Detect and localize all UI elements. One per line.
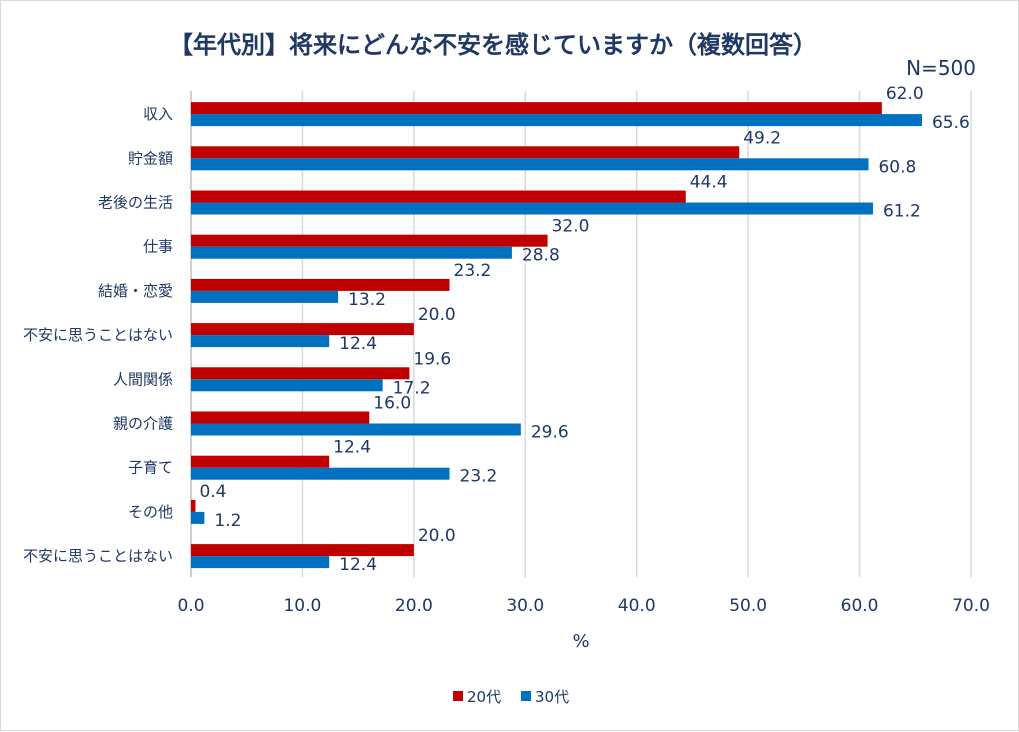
category-label: 不安に思うことはない (23, 326, 173, 344)
data-label: 60.8 (878, 157, 916, 177)
bar-30代 (191, 335, 330, 348)
chart-title: 【年代別】将来にどんな不安を感じていますか（複数回答） (169, 31, 817, 59)
category-label: 仕事 (143, 238, 173, 256)
data-label: 20.0 (418, 526, 456, 546)
bar-30代 (191, 290, 339, 303)
category-label: その他 (128, 503, 173, 521)
bar-20代 (191, 278, 450, 291)
data-label: 32.0 (552, 217, 590, 237)
bar-30代 (191, 158, 869, 171)
x-tick-label: 20.0 (395, 596, 433, 616)
data-label: 16.0 (373, 394, 411, 414)
data-label: 44.4 (690, 173, 728, 193)
data-label: 17.2 (393, 378, 431, 398)
bar-20代 (191, 146, 740, 159)
data-label: 28.8 (522, 246, 560, 266)
data-label: 19.6 (413, 349, 451, 369)
data-label: 1.2 (214, 511, 241, 531)
category-label: 貯金額 (128, 149, 173, 167)
data-label: 62.0 (886, 84, 924, 104)
legend-swatch (453, 691, 463, 701)
x-tick-label: 60.0 (841, 596, 879, 616)
data-label: 65.6 (932, 113, 970, 133)
data-label: 0.4 (199, 482, 226, 502)
x-tick-label: 40.0 (618, 596, 656, 616)
bar-20代 (191, 455, 330, 468)
bar-20代 (191, 102, 882, 115)
data-label: 12.4 (339, 555, 377, 575)
category-label: 老後の生活 (98, 194, 173, 212)
bar-30代 (191, 511, 205, 524)
data-label: 12.4 (333, 438, 371, 458)
category-label: 人間関係 (113, 370, 173, 388)
category-label: 親の介護 (113, 415, 173, 433)
legend: 20代 30代 (453, 688, 569, 706)
data-label: 49.2 (743, 128, 781, 148)
data-label: 20.0 (418, 305, 456, 325)
bar-30代 (191, 202, 873, 215)
category-label: 子育て (128, 459, 173, 477)
bar-20代 (191, 411, 370, 424)
bar-20代 (191, 234, 548, 247)
x-tick-label: 10.0 (283, 596, 321, 616)
category-label: 結婚・恋愛 (98, 282, 173, 300)
category-label: 収入 (143, 105, 173, 123)
category-label: 不安に思うことはない (23, 547, 173, 565)
bar-30代 (191, 423, 521, 436)
x-tick-label: 30.0 (506, 596, 544, 616)
bar-30代 (191, 379, 383, 392)
legend-swatch (521, 691, 531, 701)
x-tick-label: 50.0 (729, 596, 767, 616)
legend-label: 30代 (535, 688, 569, 706)
bar-20代 (191, 544, 414, 557)
data-label: 29.6 (531, 423, 569, 443)
bar-20代 (191, 499, 196, 512)
bar-20代 (191, 323, 414, 336)
sample-size: N=500 (906, 56, 976, 80)
x-axis-label: % (572, 631, 589, 652)
x-tick-label: 70.0 (952, 596, 990, 616)
legend-label: 20代 (467, 688, 501, 706)
data-label: 61.2 (883, 202, 921, 222)
x-tick-label: 0.0 (177, 596, 204, 616)
data-label: 23.2 (454, 261, 492, 281)
bar-20代 (191, 367, 410, 380)
bar-30代 (191, 114, 922, 127)
bar-30代 (191, 556, 330, 569)
bar-20代 (191, 190, 686, 203)
data-label: 23.2 (460, 467, 498, 487)
bar-30代 (191, 467, 450, 480)
data-label: 12.4 (339, 334, 377, 354)
bar-30代 (191, 246, 512, 259)
data-label: 13.2 (348, 290, 386, 310)
